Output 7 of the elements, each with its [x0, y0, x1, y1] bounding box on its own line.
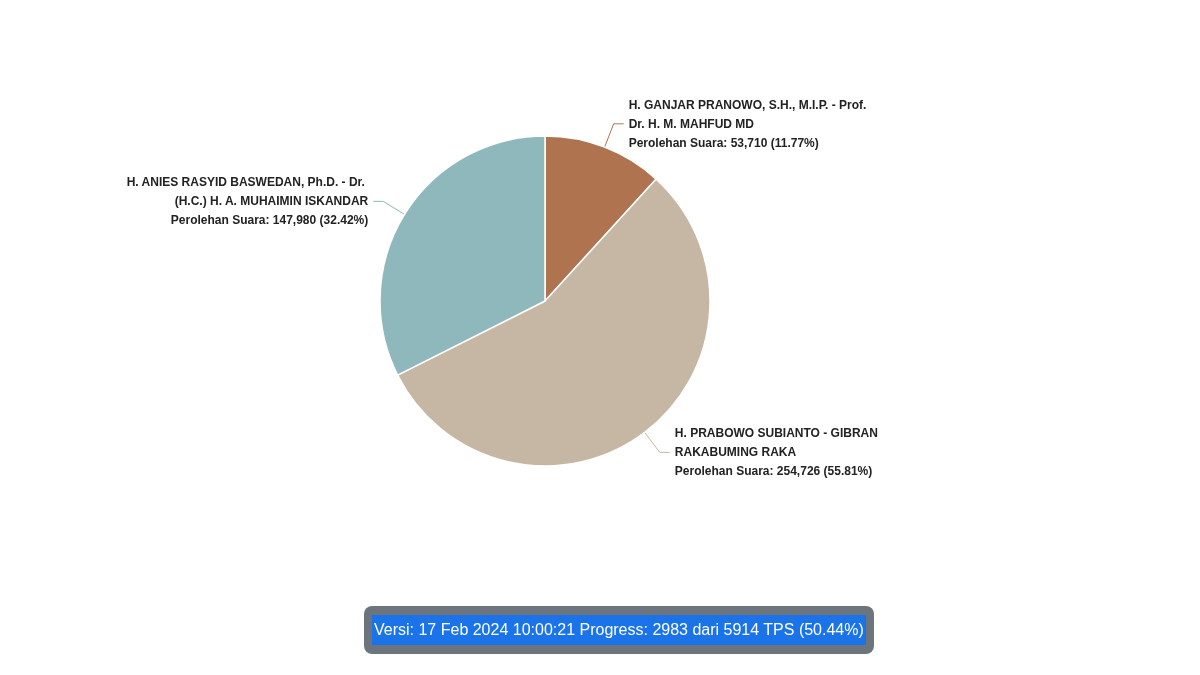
slice-label: H. PRABOWO SUBIANTO - GIBRAN RAKABUMING RAKA [674, 426, 882, 460]
data-label: Perolehan Suara: 254,726 (55.81%) [674, 464, 873, 479]
data-label: Perolehan Suara: 53,710 (11.77%) [628, 135, 819, 150]
data-label: Perolehan Suara: 147,980 (32.42%) [170, 213, 369, 228]
slice-label: H. ANIES RASYID BASWEDAN, Ph.D. - Dr. (H.C.) H. A. MUHAIMIN ISKANDAR [126, 175, 369, 209]
text: Versi: 17 Feb 2024 10:00:21 Progress: 2983 dari 5914 TPS (50.44%) [372, 615, 866, 645]
slice-label: H. GANJAR PRANOWO, S.H., M.I.P. - Prof. Dr. H. M. MAHFUD MD [628, 97, 870, 131]
